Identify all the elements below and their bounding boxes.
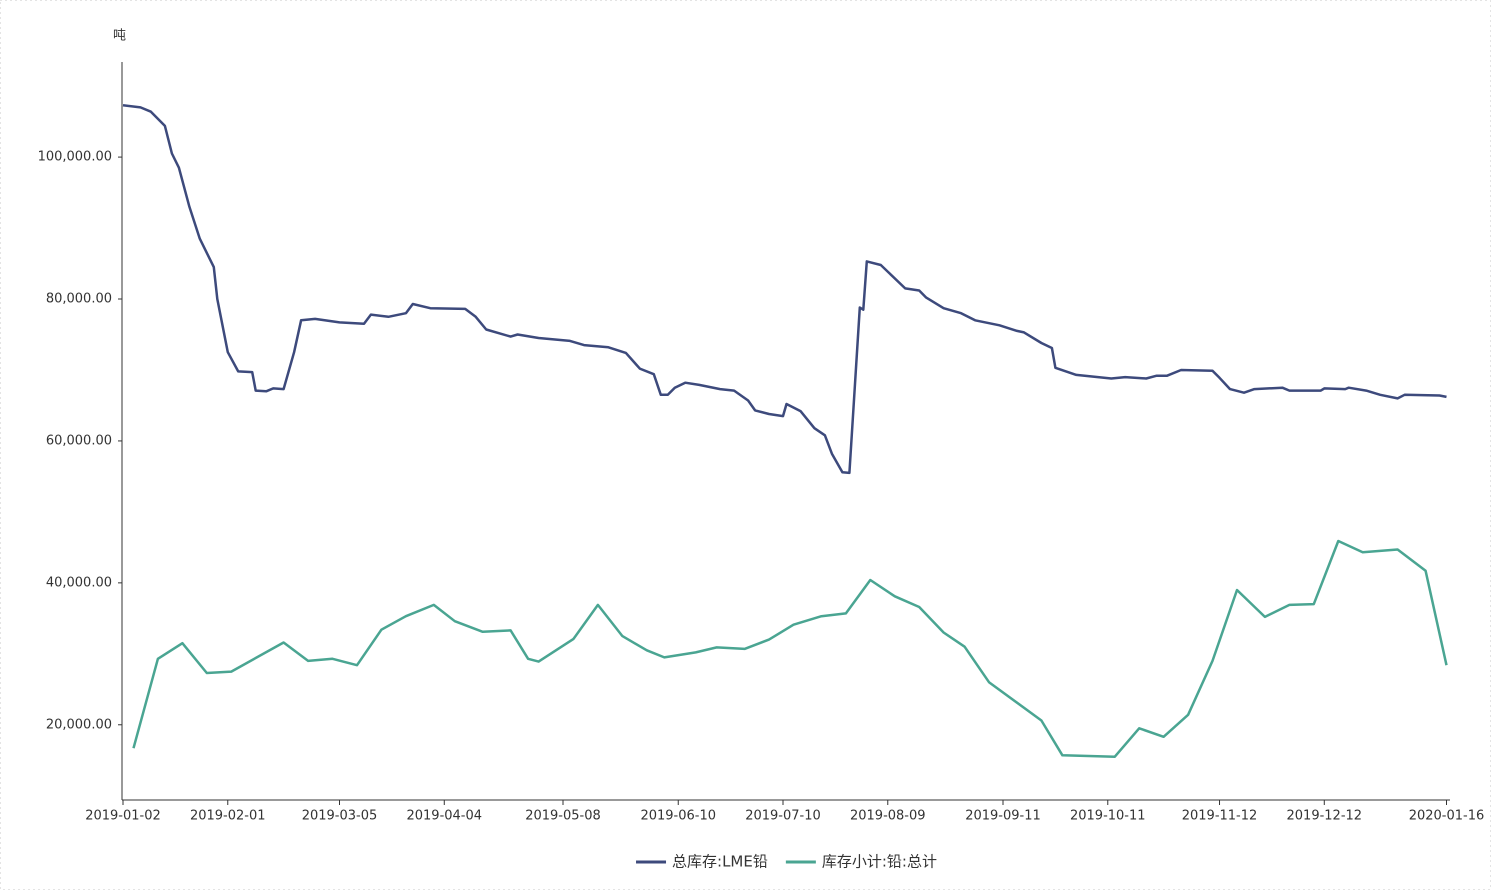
x-tick-label: 2019-06-10 (640, 809, 716, 824)
x-tick-label: 2019-09-11 (965, 809, 1041, 824)
y-tick-label: 80,000.00 (46, 292, 112, 307)
y-axis-label: 吨 (113, 29, 126, 44)
y-tick-label: 60,000.00 (46, 433, 112, 448)
x-tick-label: 2019-10-11 (1070, 809, 1146, 824)
x-tick-label: 2019-05-08 (525, 809, 601, 824)
x-tick-label: 2019-01-02 (85, 809, 161, 824)
y-tick-label: 100,000.00 (38, 150, 112, 165)
series-line (122, 104, 1447, 475)
series-line (132, 539, 1448, 758)
x-tick-label: 2019-07-10 (745, 809, 821, 824)
y-tick-label: 20,000.00 (46, 717, 112, 732)
legend-label: 库存小计:铅:总计 (822, 853, 937, 871)
x-tick-label: 2019-04-04 (406, 809, 482, 824)
y-tick-label: 40,000.00 (46, 575, 112, 590)
x-tick-label: 2020-01-16 (1409, 809, 1485, 824)
x-tick-label: 2019-11-12 (1182, 809, 1258, 824)
legend-label: 总库存:LME铅 (672, 853, 768, 871)
x-tick-label: 2019-03-05 (302, 809, 378, 824)
x-tick-label: 2019-08-09 (850, 809, 926, 824)
x-tick-label: 2019-02-01 (190, 809, 266, 824)
x-tick-label: 2019-12-12 (1287, 809, 1363, 824)
